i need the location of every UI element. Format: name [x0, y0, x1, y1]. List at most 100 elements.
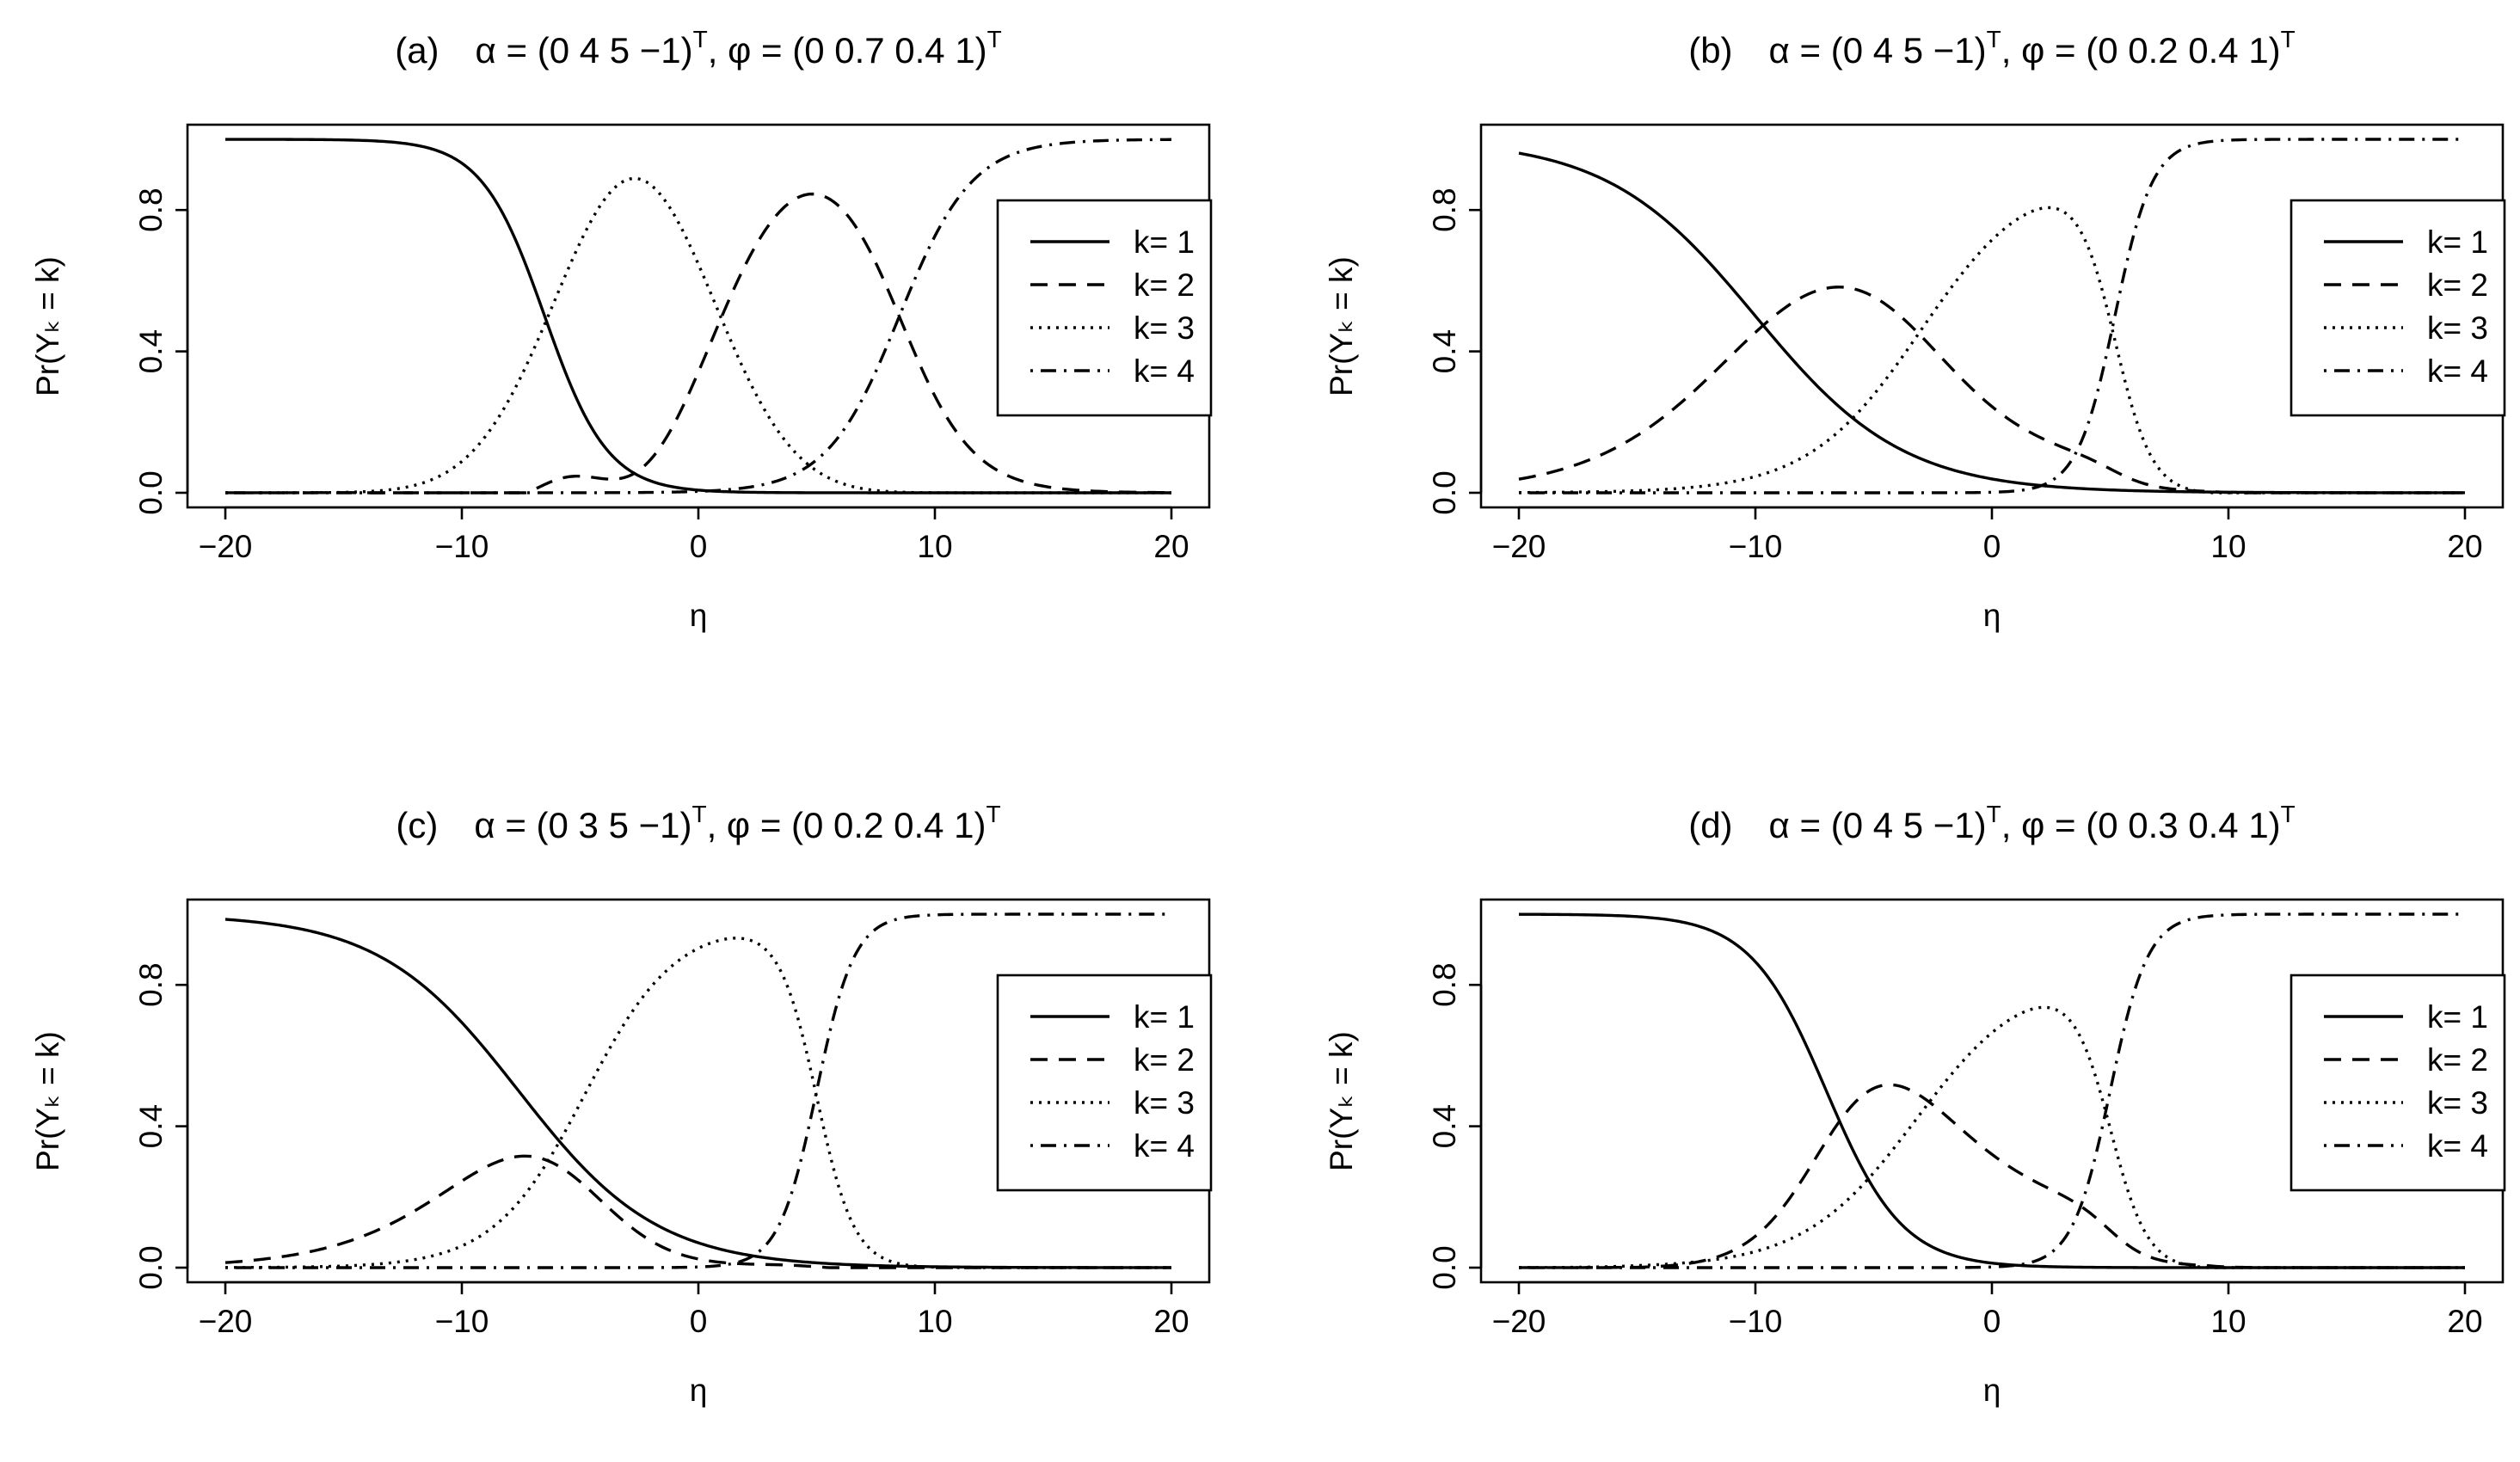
legend-entry-k1: k= 1: [1134, 999, 1195, 1035]
panel-c: −20 −10 0 10 20 η 0.0 0.4 0.8 Pr(Yₖ = k) (c) α = (…: [30, 801, 1213, 1408]
y-tick-label: 0.4: [1427, 329, 1462, 373]
phi-vector: (0 0.3 0.4 1): [2086, 805, 2280, 845]
legend-entry-k2: k= 2: [1134, 1042, 1195, 1078]
y-tick-label: 0.0: [133, 470, 169, 514]
phi-vector: (0 0.2 0.4 1): [791, 805, 986, 845]
series-lines: [1518, 138, 2465, 494]
x-tick-label: 10: [917, 529, 952, 564]
series-line-k2: [1519, 1083, 2465, 1269]
y-axis: 0.0 0.4 0.8: [1427, 962, 1483, 1290]
legend-box: [2290, 199, 2506, 417]
series-lines: [225, 138, 1172, 494]
x-tick-label: −10: [1729, 529, 1783, 564]
alpha-vector: (0 3 5 −1): [537, 805, 692, 845]
legend-box: [996, 199, 1213, 417]
x-tick-label: −20: [1492, 1304, 1546, 1339]
x-axis-label: η: [690, 1373, 708, 1408]
x-tick-label: 0: [690, 529, 708, 564]
series-lines: [1518, 912, 2465, 1269]
x-tick-label: 0: [1983, 1304, 2001, 1339]
x-axis: −20 −10 0 10 20: [199, 1281, 1189, 1339]
panel-label: (c): [396, 805, 438, 845]
y-tick-label: 0.8: [1427, 962, 1462, 1006]
legend-entry-k3: k= 3: [2427, 1085, 2488, 1121]
series-line-k3: [1518, 206, 2465, 494]
y-axis: 0.0 0.4 0.8: [133, 962, 189, 1290]
y-axis-label: Pr(Yₖ = k): [1324, 256, 1359, 396]
x-axis: −20 −10 0 10 20: [1492, 1281, 2483, 1339]
legend-entry-k4: k= 4: [1134, 353, 1195, 389]
legend: k= 1 k= 2 k= 3 k= 4: [2290, 974, 2506, 1192]
x-axis: −20 −10 0 10 20: [1492, 506, 2483, 564]
legend-box: [2290, 974, 2506, 1192]
y-tick-label: 0.0: [133, 1245, 169, 1289]
x-tick-label: 20: [1153, 529, 1189, 564]
series-line-k4: [225, 912, 1171, 1269]
legend-box: [996, 974, 1213, 1192]
panel-label: (a): [395, 30, 439, 71]
y-axis-label: Pr(Yₖ = k): [30, 1031, 65, 1171]
series-lines: [224, 912, 1172, 1269]
x-axis: −20 −10 0 10 20: [199, 506, 1189, 564]
legend-entry-k4: k= 4: [2427, 353, 2488, 389]
x-axis-label: η: [1983, 1373, 2001, 1408]
x-tick-label: −20: [199, 529, 253, 564]
panel-a: −20 −10 0 10 20 η 0.0 0.4 0.8 Pr(Yₖ = k) (a) α = (…: [30, 26, 1213, 633]
legend-entry-k3: k= 3: [1134, 310, 1195, 346]
legend: k= 1 k= 2 k= 3 k= 4: [996, 974, 1213, 1192]
y-tick-label: 0.8: [133, 962, 169, 1006]
x-tick-label: 10: [917, 1304, 952, 1339]
phi-vector: (0 0.2 0.4 1): [2086, 30, 2280, 71]
alpha-vector: (0 4 5 −1): [1831, 805, 1987, 845]
x-tick-label: 20: [2447, 1304, 2482, 1339]
series-line-k1: [224, 918, 1172, 1269]
legend-entry-k4: k= 4: [1134, 1128, 1195, 1164]
x-tick-label: −20: [1492, 529, 1546, 564]
x-axis-label: η: [1983, 598, 2001, 633]
x-tick-label: 0: [690, 1304, 708, 1339]
series-line-k4: [1519, 912, 2465, 1269]
phi-vector: (0 0.7 0.4 1): [792, 30, 986, 71]
panel-title: (a) α = (0 4 5 −1)T, φ = (0 0.7 0.4 1)T: [395, 26, 1002, 71]
y-tick-label: 0.4: [1427, 1104, 1462, 1148]
legend-entry-k2: k= 2: [1134, 267, 1195, 303]
panel-label: (b): [1688, 30, 1732, 71]
x-tick-label: 0: [1983, 529, 2001, 564]
x-tick-label: −10: [435, 1304, 489, 1339]
x-tick-label: 10: [2210, 529, 2246, 564]
x-tick-label: 20: [2447, 529, 2482, 564]
x-tick-label: −20: [199, 1304, 253, 1339]
legend-entry-k4: k= 4: [2427, 1128, 2488, 1164]
legend-entry-k3: k= 3: [1134, 1085, 1195, 1121]
panel-title: (b) α = (0 4 5 −1)T, φ = (0 0.2 0.4 1)T: [1688, 26, 2296, 71]
x-tick-label: −10: [1729, 1304, 1783, 1339]
y-axis: 0.0 0.4 0.8: [133, 187, 189, 515]
series-line-k1: [225, 138, 1171, 494]
legend: k= 1 k= 2 k= 3 k= 4: [996, 199, 1213, 417]
legend-entry-k1: k= 1: [1134, 224, 1195, 260]
panel-b: −20 −10 0 10 20 η 0.0 0.4 0.8 Pr(Yₖ = k) (b) α = (…: [1324, 26, 2506, 633]
legend-entry-k3: k= 3: [2427, 310, 2488, 346]
y-axis-label: Pr(Yₖ = k): [30, 256, 65, 396]
legend: k= 1 k= 2 k= 3 k= 4: [2290, 199, 2506, 417]
x-axis-label: η: [690, 598, 708, 633]
y-axis: 0.0 0.4 0.8: [1427, 187, 1483, 515]
panel-label: (d): [1688, 805, 1732, 845]
panel-title: (c) α = (0 3 5 −1)T, φ = (0 0.2 0.4 1)T: [396, 801, 1000, 845]
y-axis-label: Pr(Yₖ = k): [1324, 1031, 1359, 1171]
y-tick-label: 0.4: [133, 1104, 169, 1148]
y-tick-label: 0.4: [133, 329, 169, 373]
x-tick-label: 10: [2210, 1304, 2246, 1339]
panel-d: −20 −10 0 10 20 η 0.0 0.4 0.8 Pr(Yₖ = k) (d) α = (…: [1324, 801, 2506, 1408]
series-line-k4: [225, 138, 1172, 494]
legend-entry-k1: k= 1: [2427, 999, 2488, 1035]
legend-entry-k2: k= 2: [2427, 1042, 2488, 1078]
x-tick-label: −10: [435, 529, 489, 564]
series-line-k4: [1519, 138, 2465, 494]
x-tick-label: 20: [1153, 1304, 1189, 1339]
y-tick-label: 0.8: [1427, 187, 1462, 231]
panel-title: (d) α = (0 4 5 −1)T, φ = (0 0.3 0.4 1)T: [1688, 801, 2296, 845]
alpha-vector: (0 4 5 −1): [1831, 30, 1987, 71]
legend-entry-k2: k= 2: [2427, 267, 2488, 303]
